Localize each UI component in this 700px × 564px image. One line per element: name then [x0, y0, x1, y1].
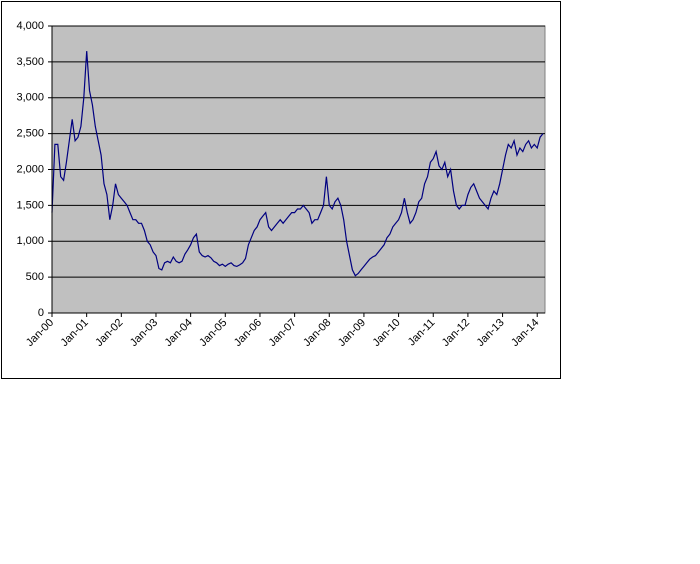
y-tick-label: 1,000 [16, 235, 44, 247]
y-tick-label: 1,500 [16, 199, 44, 211]
y-tick-label: 3,500 [16, 56, 44, 68]
y-tick-label: 500 [26, 271, 44, 283]
data-line [51, 51, 544, 277]
y-tick-label: 4,000 [16, 20, 44, 32]
y-tick-label: 3,000 [16, 92, 44, 104]
y-tick-label: 0 [38, 307, 44, 319]
y-tick-label: 2,500 [16, 128, 44, 140]
y-tick-label: 2,000 [16, 163, 44, 175]
